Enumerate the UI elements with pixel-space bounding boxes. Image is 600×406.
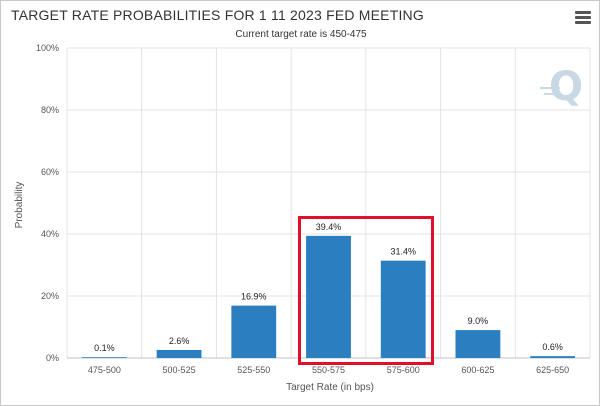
- data-label: 0.6%: [542, 342, 563, 352]
- cme-q-logo-icon: Q: [540, 64, 583, 110]
- bar-550-575[interactable]: [306, 235, 351, 358]
- x-tick-label: 550-575: [312, 365, 345, 375]
- data-label: 0.1%: [94, 343, 115, 353]
- x-tick-label: 500-525: [163, 365, 196, 375]
- y-tick-label: 60%: [41, 167, 59, 177]
- data-label: 16.9%: [241, 292, 267, 302]
- x-tick-label: 575-600: [387, 365, 420, 375]
- bar-600-625[interactable]: [455, 330, 501, 358]
- bar-525-550[interactable]: [231, 305, 277, 358]
- data-label: 2.6%: [169, 336, 190, 346]
- bar-475-500[interactable]: [81, 357, 127, 358]
- bar-500-525[interactable]: [156, 349, 202, 358]
- y-tick-label: 0%: [46, 353, 59, 363]
- x-tick-label: 625-650: [536, 365, 569, 375]
- x-tick-label: 525-550: [237, 365, 270, 375]
- chart-subtitle: Current target rate is 450-475: [235, 29, 367, 40]
- x-tick-label: 475-500: [88, 365, 121, 375]
- bar-575-600[interactable]: [380, 260, 426, 358]
- x-axis-title: Target Rate (in bps): [286, 382, 374, 393]
- bar-625-650[interactable]: [530, 356, 576, 358]
- y-tick-label: 100%: [36, 43, 59, 53]
- hamburger-menu-icon[interactable]: [575, 11, 591, 25]
- y-axis-title: Probability: [14, 182, 25, 229]
- y-tick-label: 40%: [41, 229, 59, 239]
- y-tick-label: 20%: [41, 291, 59, 301]
- data-label: 39.4%: [316, 222, 342, 232]
- data-label: 31.4%: [390, 247, 416, 257]
- data-label: 9.0%: [468, 316, 489, 326]
- chart-title: TARGET RATE PROBABILITIES FOR 1 11 2023 …: [11, 7, 424, 23]
- x-tick-label: 600-625: [461, 365, 494, 375]
- y-tick-label: 80%: [41, 105, 59, 115]
